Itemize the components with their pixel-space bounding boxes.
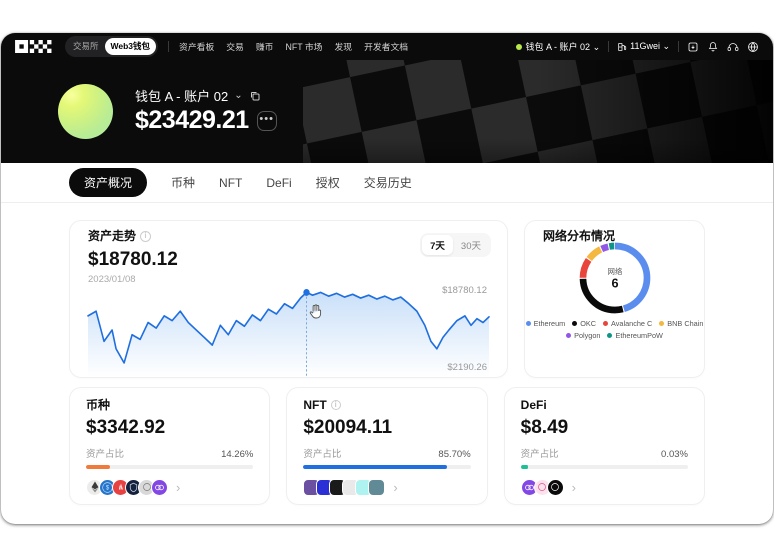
svg-text:$: $ — [106, 485, 110, 491]
svg-text:网络: 网络 — [607, 267, 622, 276]
svg-text:6: 6 — [611, 276, 618, 290]
